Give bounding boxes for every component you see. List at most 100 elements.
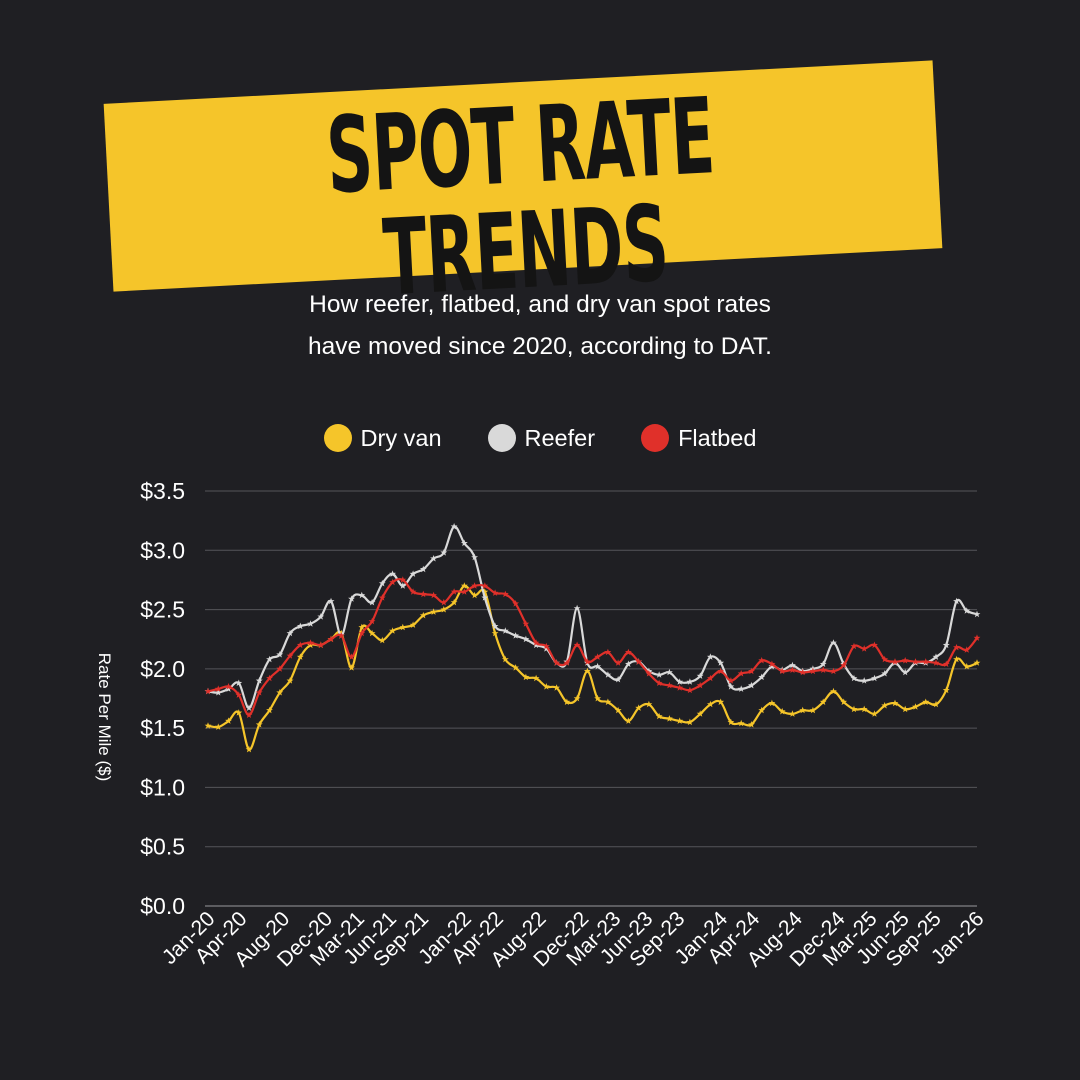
data-point-reefer: [307, 620, 314, 627]
data-point-dry-van: [368, 629, 376, 637]
data-point-flatbed: [604, 648, 612, 656]
data-point-flatbed: [358, 629, 366, 637]
data-point-dry-van: [409, 621, 417, 628]
data-point-reefer: [471, 553, 478, 561]
chart-legend: Dry van Reefer Flatbed: [0, 424, 1080, 452]
data-point-flatbed: [512, 600, 519, 607]
data-point-flatbed: [307, 639, 314, 646]
data-point-reefer: [963, 607, 971, 614]
data-point-flatbed: [553, 659, 560, 666]
data-point-flatbed: [327, 635, 335, 643]
legend-item-flatbed: Flatbed: [641, 424, 756, 452]
data-point-flatbed: [840, 661, 848, 669]
data-point-dry-van: [512, 664, 519, 671]
data-point-reefer: [881, 670, 889, 677]
data-point-reefer: [604, 671, 612, 678]
data-point-reefer: [491, 622, 499, 630]
data-point-reefer: [727, 683, 735, 690]
data-point-reefer: [666, 668, 673, 676]
data-point-reefer: [901, 668, 909, 676]
data-point-dry-van: [276, 689, 284, 696]
data-point-reefer: [696, 672, 704, 679]
data-point-reefer: [235, 679, 243, 686]
y-axis-label: Rate Per Mile ($): [95, 653, 114, 781]
data-point-flatbed: [758, 657, 766, 664]
legend-swatch-reefer: [487, 424, 516, 452]
data-point-dry-van: [245, 745, 253, 753]
data-point-dry-van: [450, 598, 458, 606]
data-point-dry-van: [348, 664, 355, 671]
data-point-flatbed: [245, 711, 253, 718]
data-point-reefer: [522, 635, 530, 643]
y-tick-label: $1.0: [140, 774, 185, 800]
data-point-reefer: [707, 653, 714, 660]
data-point-flatbed: [737, 670, 745, 677]
data-point-dry-van: [727, 718, 735, 726]
data-point-flatbed: [942, 660, 950, 667]
data-point-flatbed: [819, 666, 827, 673]
data-point-dry-van: [563, 698, 571, 705]
data-point-dry-van: [255, 721, 263, 728]
data-point-reefer: [512, 632, 519, 639]
data-point-flatbed: [686, 686, 694, 694]
data-point-flatbed: [276, 665, 284, 672]
data-point-dry-van: [717, 698, 725, 705]
data-point-flatbed: [573, 641, 581, 649]
data-point-dry-van: [389, 627, 396, 634]
data-point-flatbed: [799, 668, 807, 676]
data-point-flatbed: [204, 687, 212, 695]
data-point-reefer: [532, 641, 540, 649]
y-tick-label: $3.5: [140, 478, 185, 504]
legend-item-dry-van: Dry van: [323, 424, 442, 452]
grid-lines: [205, 490, 977, 907]
data-point-reefer: [542, 645, 550, 652]
data-point-dry-van: [963, 662, 971, 670]
data-point-dry-van: [881, 702, 889, 709]
data-point-flatbed: [666, 681, 673, 689]
data-point-dry-van: [235, 709, 243, 716]
data-point-dry-van: [778, 707, 786, 715]
data-point-flatbed: [225, 683, 232, 690]
data-point-dry-van: [655, 712, 663, 720]
data-point-dry-van: [748, 721, 755, 728]
data-point-flatbed: [789, 666, 796, 673]
data-point-flatbed: [727, 677, 735, 684]
data-point-dry-van: [594, 694, 602, 702]
data-point-flatbed: [378, 594, 386, 601]
data-point-reefer: [389, 570, 396, 577]
subtitle-line-1: How reefer, flatbed, and dry van spot ra…: [309, 291, 771, 318]
series-line-reefer: [207, 525, 978, 710]
data-point-dry-van: [676, 717, 684, 724]
data-point-flatbed: [542, 642, 550, 650]
data-point-flatbed: [871, 641, 878, 649]
data-point-dry-van: [214, 723, 222, 730]
data-point-flatbed: [450, 588, 458, 595]
data-point-flatbed: [891, 658, 899, 665]
data-point-dry-van: [583, 667, 591, 675]
data-point-reefer: [255, 677, 263, 684]
data-point-reefer: [286, 629, 294, 637]
data-point-reefer: [481, 594, 489, 601]
data-point-reefer: [789, 661, 796, 669]
data-point-flatbed: [635, 658, 643, 665]
data-point-reefer: [748, 681, 755, 689]
data-point-flatbed: [645, 670, 653, 677]
data-point-dry-van: [850, 705, 858, 713]
y-tick-label: $2.5: [140, 597, 185, 623]
data-point-reefer: [932, 653, 940, 660]
data-point-dry-van: [830, 687, 837, 695]
data-point-dry-van: [912, 703, 919, 710]
subtitle-line-2: have moved since 2020, according to DAT.: [308, 333, 772, 360]
data-point-flatbed: [912, 658, 919, 665]
data-point-reefer: [614, 675, 622, 683]
data-point-flatbed: [286, 652, 294, 659]
data-point-flatbed: [748, 667, 755, 675]
data-point-flatbed: [419, 590, 427, 598]
data-point-flatbed: [922, 658, 930, 665]
data-point-dry-van: [522, 673, 530, 681]
data-point-flatbed: [901, 657, 909, 664]
data-point-flatbed: [809, 667, 817, 675]
data-point-reefer: [676, 678, 684, 685]
data-point-dry-van: [532, 674, 540, 682]
data-point-flatbed: [348, 653, 355, 660]
